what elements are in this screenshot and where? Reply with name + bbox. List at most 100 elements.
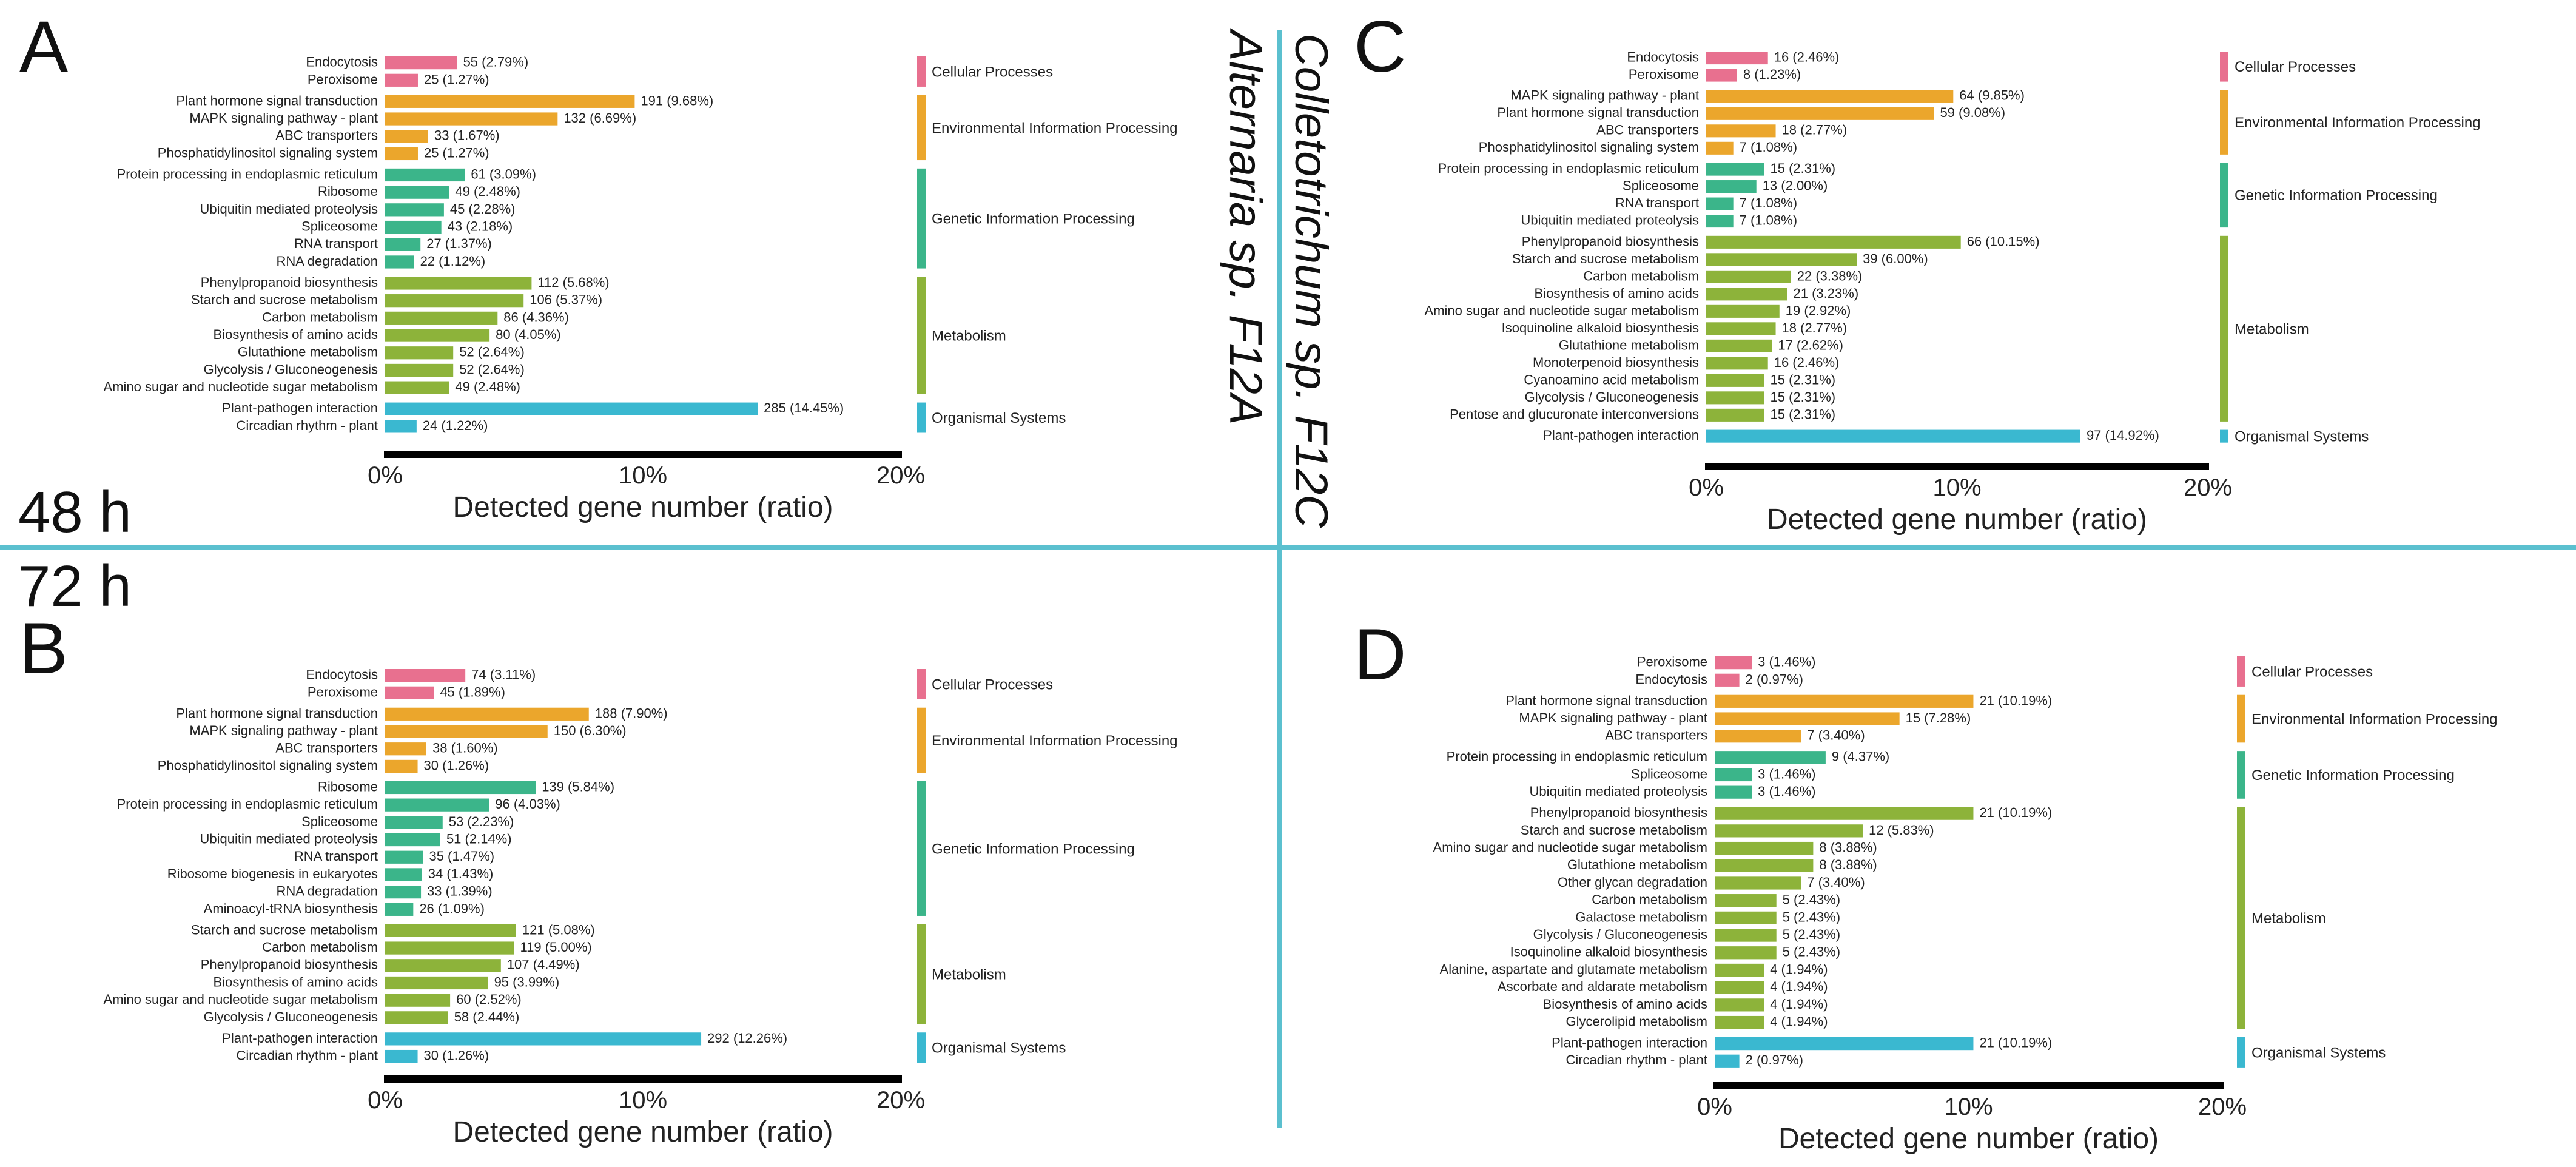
bar-label: Peroxisome [1637,654,1707,670]
bar-label: Glycolysis / Gluconeogenesis [1533,927,1707,942]
bar-d [1715,1037,1974,1051]
category-strip-metabolism [2220,235,2228,422]
data-label: 74 (3.11%) [471,667,536,682]
bar-label: MAPK signaling pathway - plant [1510,88,1699,103]
bar-label: MAPK signaling pathway - plant [1519,710,1707,725]
bar-d [1715,841,1814,855]
bar-label: Amino sugar and nucleotide sugar metabol… [104,379,378,394]
bar-b [385,941,514,955]
bar-d [1715,768,1752,782]
data-label: 95 (3.99%) [494,974,560,989]
data-label: 5 (2.43%) [1783,944,1840,960]
bar-d [1715,785,1752,799]
data-label: 80 (4.05%) [496,327,561,342]
bar-c [1706,69,1737,82]
data-label: 2 (0.97%) [1746,1052,1803,1068]
data-label: 22 (1.12%) [420,254,486,269]
bar-label: Spliceosome [1623,178,1699,193]
data-label: 7 (1.08%) [1740,212,1797,227]
data-label: 49 (2.48%) [455,184,520,199]
bar-d [1715,876,1801,890]
x-tick-label: 0% [1697,1094,1732,1120]
bar-label: Plant-pathogen interaction [222,1031,378,1046]
bar-label: Ubiquitin mediated proteolysis [200,201,378,217]
bar-d [1715,963,1764,977]
x-tick-label: 20% [876,1087,925,1114]
bar-b [385,1032,702,1046]
bar-label: Starch and sucrose metabolism [1521,822,1707,838]
panel-letter-b: B [19,608,69,689]
category-label-environmental-information-processing: Environmental Information Processing [932,733,1178,749]
category-strip-genetic-information-processing [917,168,926,269]
bar-label: Isoquinoline alkaloid biosynthesis [1510,944,1707,960]
data-label: 33 (1.67%) [434,128,500,143]
bar-label: ABC transporters [1596,123,1699,138]
bar-label: Biosynthesis of amino acids [214,327,378,342]
data-label: 15 (2.31%) [1771,406,1836,422]
data-label: 51 (2.14%) [446,831,512,846]
bar-d [1715,929,1777,942]
data-label: 43 (2.18%) [448,218,513,234]
data-label: 8 (3.88%) [1819,857,1877,872]
bar-a [385,168,465,182]
data-label: 53 (2.23%) [449,814,514,829]
bar-label: Circadian rhythm - plant [1565,1052,1707,1068]
category-strip-cellular-processes [917,669,926,699]
time-label-48h: 48 h [18,480,132,545]
bar-label: Glutathione metabolism [1559,337,1699,352]
bar-c [1706,197,1734,210]
bar-label: Other glycan degradation [1558,875,1707,890]
x-tick-label: 10% [619,1087,667,1114]
data-label: 7 (3.40%) [1807,875,1865,890]
bar-label: Starch and sucrose metabolism [191,292,378,308]
bar-label: Glycolysis / Gluconeogenesis [1525,389,1699,405]
data-label: 7 (1.08%) [1740,195,1797,210]
data-label: 86 (4.36%) [503,309,569,325]
bar-d [1715,1015,1764,1029]
x-axis-line [1705,463,2209,470]
data-label: 21 (3.23%) [1794,286,1859,301]
bar-label: Plant-pathogen interaction [1543,428,1699,443]
bar-c [1706,253,1857,266]
x-tick-label: 10% [1932,474,1981,501]
bar-c [1706,322,1776,335]
x-tick-label: 10% [619,462,667,489]
category-label-cellular-processes: Cellular Processes [932,64,1053,80]
x-axis-label: Detected gene number (ratio) [453,491,833,523]
data-label: 52 (2.64%) [459,345,525,360]
bar-d [1715,673,1740,687]
data-label: 16 (2.46%) [1774,49,1840,64]
category-strip-genetic-information-processing [2220,163,2228,228]
bar-label: Carbon metabolism [1583,268,1699,283]
data-label: 2 (0.97%) [1746,671,1803,687]
data-label: 64 (9.85%) [1959,88,2025,103]
category-strip-organismal-systems [2220,429,2228,443]
data-label: 21 (10.19%) [1979,1035,2052,1051]
bar-b [385,725,548,738]
bar-c [1706,90,1954,103]
data-label: 132 (6.69%) [563,110,636,126]
data-label: 96 (4.03%) [495,796,560,812]
bar-label: Ubiquitin mediated proteolysis [1521,212,1700,227]
data-label: 7 (3.40%) [1807,728,1865,743]
data-label: 52 (2.64%) [459,362,525,377]
bar-d [1715,894,1777,907]
data-label: 107 (4.49%) [507,957,580,972]
bar-d [1715,946,1777,960]
data-label: 55 (2.79%) [463,55,529,70]
data-label: 15 (2.31%) [1771,389,1836,405]
data-label: 25 (1.27%) [424,72,489,87]
bar-label: Isoquinoline alkaloid biosynthesis [1502,320,1699,335]
category-strip-metabolism [2237,807,2245,1029]
category-label-genetic-information-processing: Genetic Information Processing [2251,767,2455,784]
bar-d [1715,807,1974,820]
bar-label: RNA transport [294,236,378,251]
data-label: 8 (1.23%) [1743,67,1801,82]
x-axis-line [1713,1082,2224,1089]
data-label: 61 (3.09%) [471,166,536,181]
bar-c [1706,52,1768,65]
bar-label: Phosphatidylinositol signaling system [158,145,378,160]
bar-label: Phenylpropanoid biosynthesis [201,957,378,972]
bar-c [1706,180,1757,193]
bar-a [385,203,444,217]
